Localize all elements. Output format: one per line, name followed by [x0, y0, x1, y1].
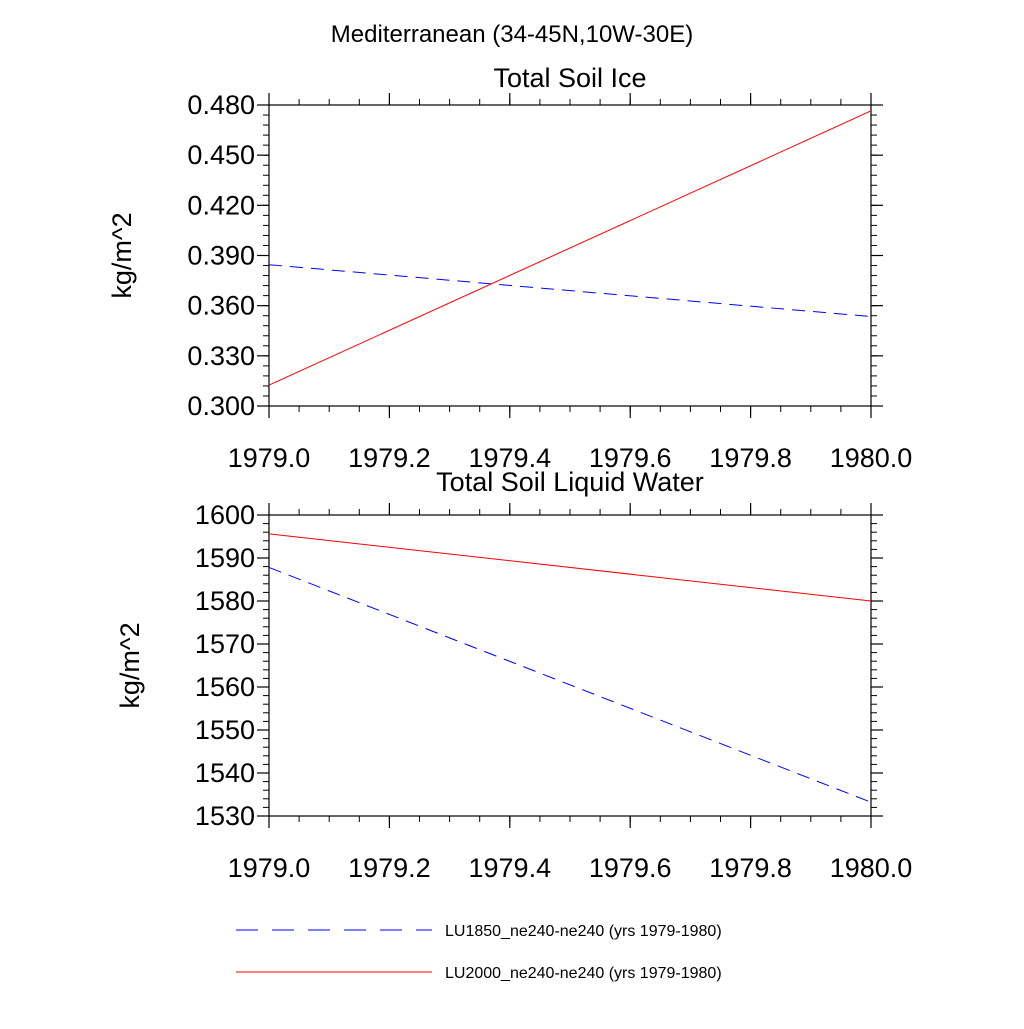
x-tick-label: 1979.6 — [589, 853, 672, 883]
figure-main-title: Mediterranean (34-45N,10W-30E) — [331, 21, 693, 48]
x-tick-label: 1979.8 — [709, 853, 792, 883]
y-tick-label: 1550 — [195, 715, 255, 745]
x-tick-label: 1979.4 — [469, 443, 552, 473]
y-tick-label: 1600 — [195, 500, 255, 530]
y-tick-label: 0.300 — [187, 391, 255, 421]
y-tick-label: 1580 — [195, 586, 255, 616]
series-line-lu1850 — [268, 566, 872, 803]
x-tick-label: 1979.8 — [709, 443, 792, 473]
y-tick-label: 1570 — [195, 629, 255, 659]
y-tick-label: 0.420 — [187, 190, 255, 220]
plot-frame — [268, 514, 872, 817]
y-tick-label: 1540 — [195, 758, 255, 788]
x-tick-label: 1979.0 — [228, 853, 311, 883]
x-tick-label: 1980.0 — [830, 443, 913, 473]
y-tick-label: 0.360 — [187, 291, 255, 321]
legend-label: LU2000_ne240-ne240 (yrs 1979-1980) — [445, 965, 722, 982]
y-axis-label: kg/m^2 — [115, 622, 145, 708]
x-tick-label: 1979.0 — [228, 443, 311, 473]
chart-title: Total Soil Liquid Water — [436, 467, 704, 497]
series-line-lu2000 — [268, 110, 872, 386]
legend-label: LU1850_ne240-ne240 (yrs 1979-1980) — [445, 923, 722, 940]
y-tick-label: 1590 — [195, 543, 255, 573]
y-tick-label: 0.330 — [187, 341, 255, 371]
plot-frame — [268, 104, 872, 407]
chart-title: Total Soil Ice — [493, 63, 646, 93]
legend: LU1850_ne240-ne240 (yrs 1979-1980) LU2000… — [236, 923, 722, 982]
y-tick-label: 0.480 — [187, 90, 255, 120]
y-tick-label: 1530 — [195, 801, 255, 831]
y-tick-label: 1560 — [195, 672, 255, 702]
x-tick-label: 1980.0 — [830, 853, 913, 883]
y-axis-label: kg/m^2 — [107, 212, 137, 298]
x-tick-label: 1979.2 — [348, 443, 431, 473]
x-tick-label: 1979.2 — [348, 853, 431, 883]
y-tick-label: 0.390 — [187, 241, 255, 271]
series-line-lu1850 — [268, 264, 872, 318]
series-line-lu2000 — [268, 533, 872, 602]
y-tick-label: 0.450 — [187, 140, 255, 170]
x-tick-label: 1979.6 — [589, 443, 672, 473]
chart-panel-1: Total Soil Ice kg/m^2 1979.0 1979.2 1979.4 19… — [107, 63, 912, 473]
x-tick-label: 1979.4 — [469, 853, 552, 883]
chart-panel-2: Total Soil Liquid Water kg/m^2 1979.0 1979.… — [115, 467, 912, 883]
